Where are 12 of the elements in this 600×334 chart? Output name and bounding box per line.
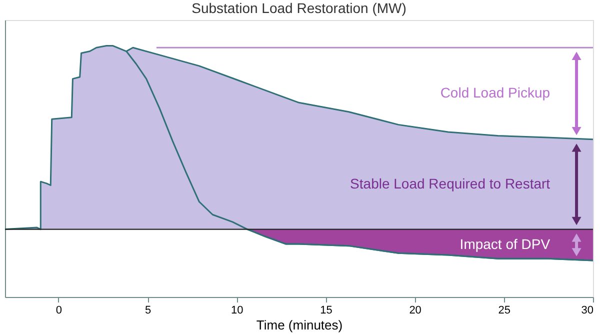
annotation: Stable Load Required to Restart	[350, 175, 550, 192]
x-tick-label: 0	[56, 304, 62, 316]
x-tick-label: 5	[144, 304, 152, 316]
x-tick-label: 30	[581, 304, 594, 316]
x-axis-title: Time (minutes)	[256, 318, 343, 332]
chart-title: Substation Load Restoration (MW)	[192, 0, 406, 16]
annotation: Cold Load Pickup	[440, 84, 550, 100]
x-tick-label: 10	[231, 304, 244, 316]
x-tick-label: 25	[498, 304, 511, 316]
x-tick-label: 15	[320, 304, 332, 316]
x-tick-label: 20	[409, 304, 422, 316]
annotation: Impact of DPV	[460, 236, 551, 252]
